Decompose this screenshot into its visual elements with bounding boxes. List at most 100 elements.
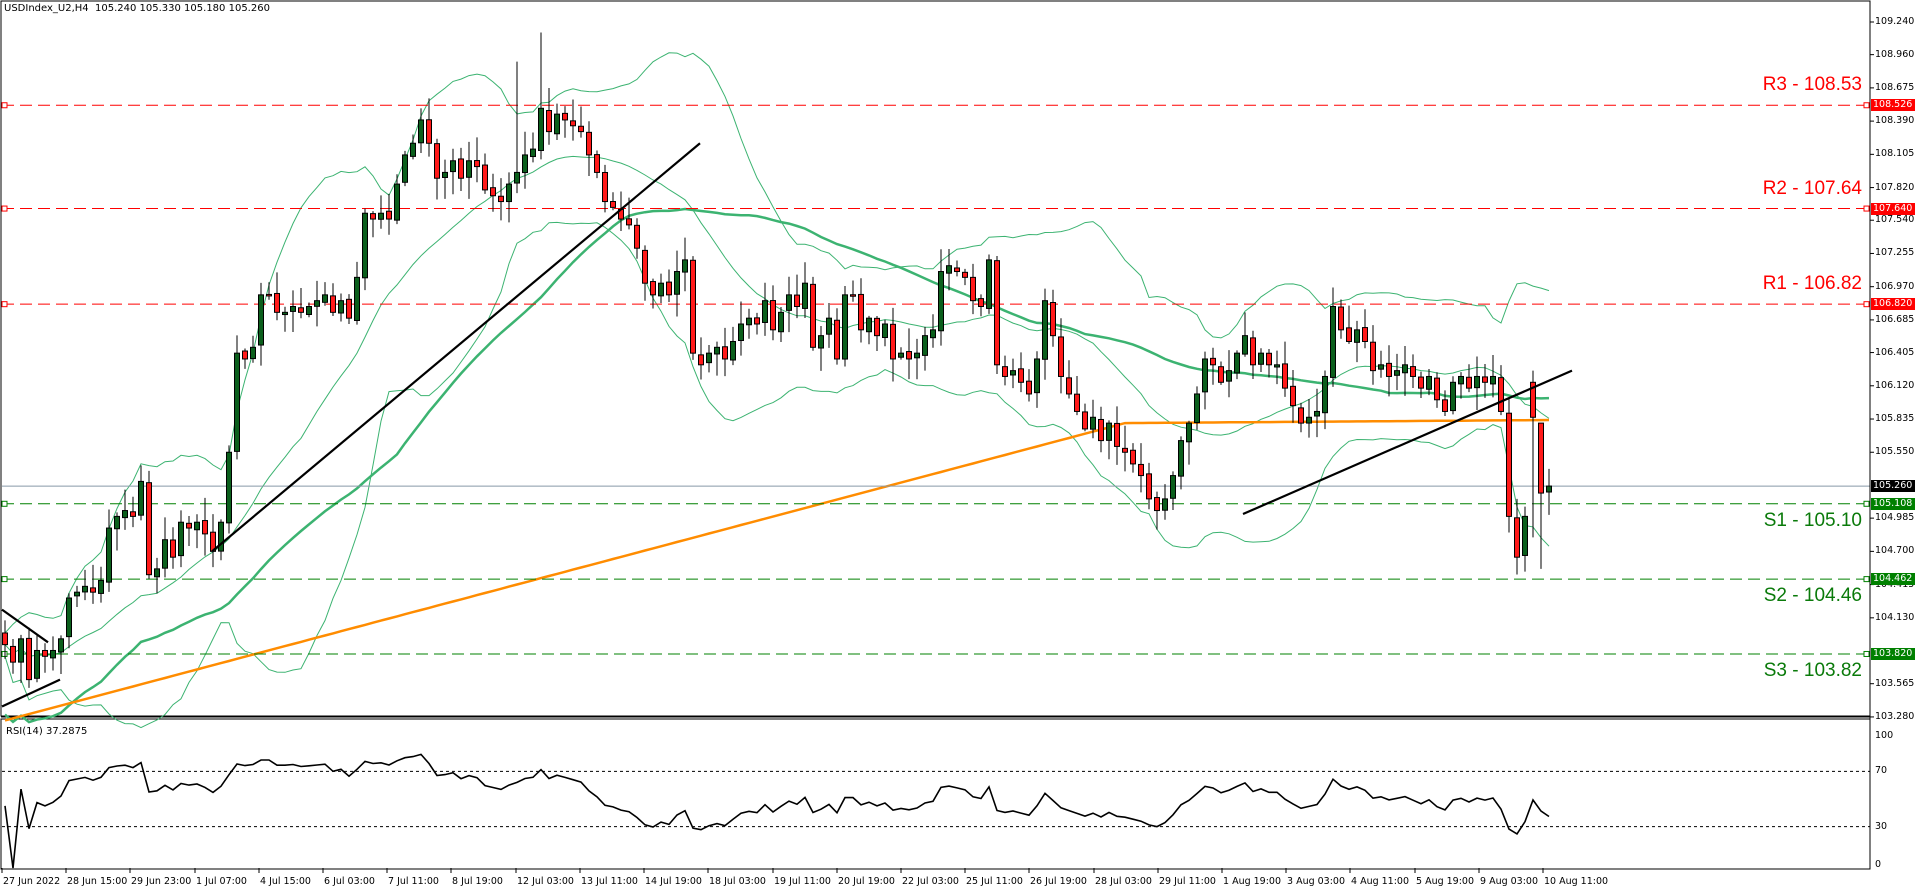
candle-body (1474, 375, 1480, 389)
moving-average-fast (4, 207, 1550, 724)
candle-body (66, 597, 72, 638)
level-anchor-right-r3[interactable] (1863, 102, 1870, 109)
candle-body (1490, 375, 1496, 385)
time-label: 20 Jul 19:00 (838, 876, 895, 887)
candle-body (922, 335, 928, 356)
candle-body (1266, 352, 1272, 366)
level-anchor-right-s3[interactable] (1863, 650, 1870, 657)
candle-body (1418, 376, 1424, 389)
candle-body (794, 294, 800, 308)
candle-body (1042, 300, 1048, 360)
candle-body (1066, 377, 1072, 395)
candle-body (570, 120, 576, 127)
time-label: 8 Jul 19:00 (452, 876, 503, 887)
candle-body (218, 521, 224, 552)
level-label-r2: R2 - 107.64 (1762, 177, 1862, 199)
time-label: 10 Aug 11:00 (1544, 876, 1609, 887)
candle-body (1082, 411, 1088, 430)
time-label: 18 Jul 03:00 (709, 876, 766, 887)
price-tick: 107.820 (1875, 181, 1915, 193)
candle-body (1386, 362, 1392, 377)
candle-body (650, 281, 656, 296)
candle-body (266, 293, 272, 297)
candle-body (778, 311, 784, 333)
rsi-tick: 70 (1875, 765, 1888, 777)
level-anchor-right-s1[interactable] (1863, 500, 1870, 507)
price-tick: 106.120 (1875, 379, 1915, 391)
candle-body (1026, 380, 1032, 395)
candle-body (1274, 364, 1280, 368)
candle-body (1186, 422, 1192, 443)
candle-body (290, 306, 296, 312)
level-anchor-left-s1[interactable] (1, 500, 8, 507)
candle-body (946, 265, 952, 274)
level-anchor-left-s2[interactable] (1, 576, 8, 583)
candle-body (1506, 412, 1512, 517)
candle-body (1138, 463, 1144, 477)
candle-body (626, 218, 632, 226)
candle-body (1338, 306, 1344, 331)
candle-body (754, 317, 760, 325)
candle-body (194, 521, 200, 531)
candle-body (1298, 407, 1304, 424)
candle-body (330, 295, 336, 313)
level-tag-r2: 107.640 (1871, 202, 1915, 215)
candle-body (954, 267, 960, 273)
candle-body (106, 527, 112, 583)
candle-body (1130, 449, 1136, 465)
candle-body (1034, 358, 1040, 394)
candle-body (994, 260, 1000, 366)
price-tick: 108.960 (1875, 48, 1915, 60)
candle-body (306, 306, 312, 315)
candle-body (114, 515, 120, 530)
candle-body (162, 539, 168, 569)
time-label: 3 Aug 03:00 (1287, 876, 1346, 887)
trendline-2[interactable] (1, 678, 61, 708)
candle-body (1250, 337, 1256, 366)
level-anchor-right-r1[interactable] (1863, 301, 1870, 308)
candle-body (26, 637, 32, 681)
price-tick: 108.105 (1875, 148, 1915, 160)
candle-body (914, 352, 920, 359)
candle-body (1402, 364, 1408, 374)
candle-body (906, 351, 912, 360)
candle-body (1394, 370, 1400, 376)
level-anchor-right-r2[interactable] (1863, 205, 1870, 212)
candle-body (586, 131, 592, 156)
candle-body (1146, 473, 1152, 500)
candle-body (1290, 385, 1296, 407)
level-anchor-right-s2[interactable] (1863, 576, 1870, 583)
candle-body (498, 195, 504, 203)
candle-body (466, 160, 472, 178)
candle-body (1522, 515, 1528, 556)
candle-body (458, 158, 464, 179)
level-label-s1: S1 - 105.10 (1763, 509, 1862, 531)
trendline-4[interactable] (1242, 369, 1573, 516)
candle-body (802, 282, 808, 309)
level-anchor-left-r3[interactable] (1, 102, 8, 109)
rsi-title: RSI(14) 37.2875 (6, 726, 88, 737)
candle-body (442, 171, 448, 178)
rsi-tick: 0 (1875, 859, 1882, 870)
candle-body (1210, 357, 1216, 366)
candle-body (74, 591, 80, 597)
candle-body (730, 340, 736, 361)
candle-body (714, 346, 720, 355)
time-label: 13 Jul 11:00 (581, 876, 638, 887)
candle-body (810, 283, 816, 348)
trendline-3[interactable] (211, 142, 701, 553)
candle-body (10, 645, 16, 663)
candle-body (538, 107, 544, 151)
candle-body (1314, 410, 1320, 417)
time-label: 14 Jul 19:00 (645, 876, 702, 887)
candle-body (226, 451, 232, 524)
candle-body (1346, 327, 1352, 342)
candle-body (706, 352, 712, 364)
candle-body (762, 300, 768, 323)
candle-body (930, 329, 936, 339)
level-anchor-left-r2[interactable] (1, 205, 8, 212)
level-anchor-left-r1[interactable] (1, 301, 8, 308)
candle-body (146, 482, 152, 576)
trendline-1[interactable] (1, 608, 49, 644)
